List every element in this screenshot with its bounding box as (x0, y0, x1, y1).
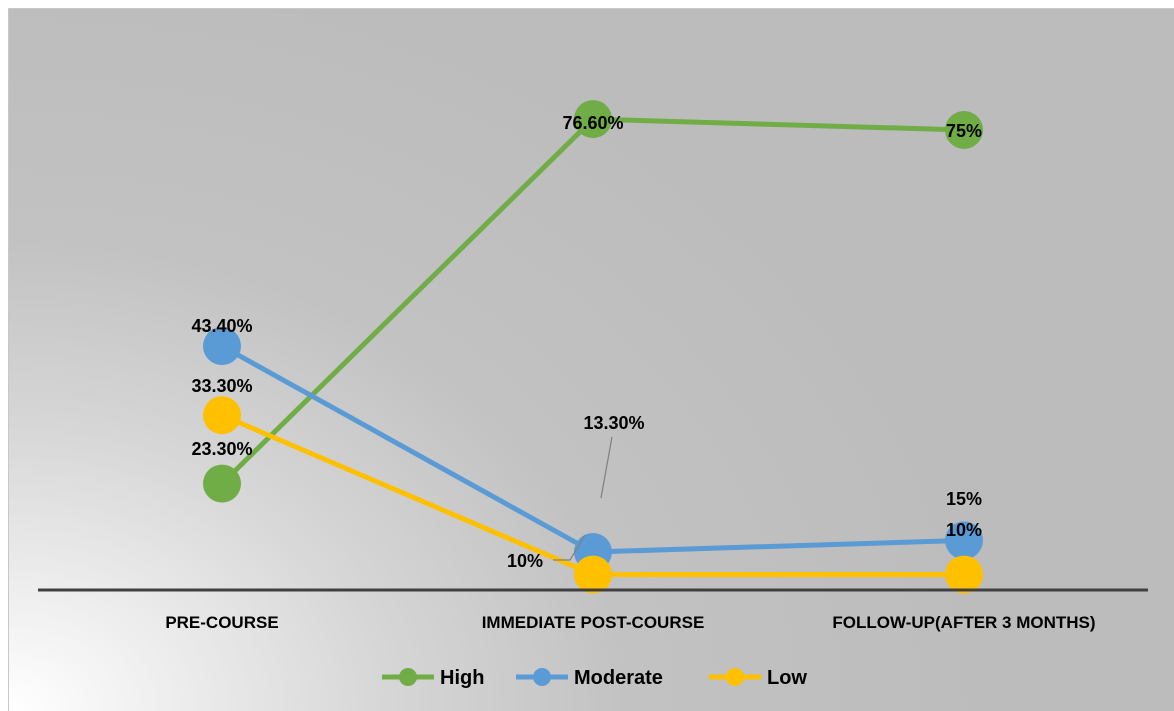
x-tick-label-3: FOLLOW-UP(AFTER 3 MONTHS) (832, 613, 1095, 632)
series-lines (220, 116, 965, 578)
marker-moderate-3 (945, 521, 983, 560)
marker-low-1 (203, 396, 241, 435)
data-label-high-3: 75% (946, 121, 982, 141)
data-label-high-1: 23.30% (191, 439, 252, 459)
data-label-moderate-3: 15% (946, 489, 982, 509)
marker-moderate-1 (203, 327, 241, 366)
x-axis-ticks: PRE-COURSE IMMEDIATE POST-COURSE FOLLOW-UP… (165, 613, 1095, 632)
leader-line-moderate-2 (600, 436, 613, 499)
legend-label-high: High (440, 667, 484, 689)
series-markers (203, 100, 983, 594)
marker-high-3 (945, 111, 983, 149)
x-tick-label-2: IMMEDIATE POST-COURSE (482, 613, 705, 632)
legend-marker-low (726, 668, 744, 686)
legend-item-high: High (382, 667, 484, 689)
data-label-moderate-1: 43.40% (191, 316, 252, 336)
data-label-low-2: 10% (507, 551, 543, 571)
legend-label-low: Low (767, 667, 807, 689)
data-label-moderate-2: 13.30% (583, 413, 644, 433)
marker-high-1 (203, 464, 241, 503)
legend-item-moderate: Moderate (516, 667, 663, 689)
marker-low-2 (574, 555, 612, 594)
data-labels: 23.30% 76.60% 75% 43.40% 13.30% 15% 33.30% 10% 1… (191, 113, 982, 571)
x-tick-label-1: PRE-COURSE (165, 613, 278, 632)
data-label-low-3: 10% (946, 520, 982, 540)
data-label-low-1: 33.30% (191, 376, 252, 396)
leader-lines (553, 436, 613, 561)
marker-high-2 (574, 100, 612, 139)
marker-low-3 (945, 555, 983, 594)
legend-item-low: Low (709, 667, 807, 689)
leader-line-low-2 (553, 534, 586, 561)
legend: High Moderate Low (382, 667, 807, 689)
data-label-high-2: 76.60% (562, 113, 623, 133)
legend-label-moderate: Moderate (574, 667, 663, 689)
legend-marker-high (399, 668, 417, 686)
legend-marker-moderate (533, 668, 551, 686)
